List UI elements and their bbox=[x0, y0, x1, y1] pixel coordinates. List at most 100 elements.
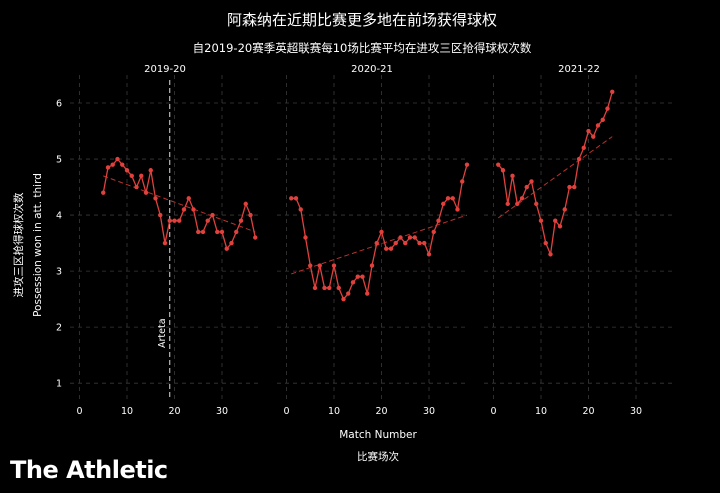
y-tick-label: 5 bbox=[56, 155, 62, 166]
data-point bbox=[417, 240, 422, 246]
data-point bbox=[331, 263, 337, 268]
data-point bbox=[365, 291, 370, 296]
data-point bbox=[445, 196, 451, 201]
y-tick-label: 4 bbox=[56, 211, 62, 222]
x-tick-label: 20 bbox=[375, 406, 387, 417]
data-point bbox=[181, 207, 187, 212]
data-point bbox=[412, 235, 417, 240]
data-point bbox=[591, 134, 596, 139]
data-point bbox=[403, 240, 408, 246]
y-tick-label: 6 bbox=[56, 99, 62, 110]
data-point bbox=[322, 285, 327, 291]
data-point bbox=[172, 218, 177, 223]
data-point bbox=[124, 168, 130, 173]
data-point bbox=[610, 89, 615, 95]
panel-2021-22: 0 10 20 30 2021-22 bbox=[484, 64, 674, 417]
data-point bbox=[519, 196, 525, 201]
data-point bbox=[538, 218, 544, 223]
data-point bbox=[572, 184, 577, 190]
data-point bbox=[534, 201, 539, 207]
x-tick-label: 0 bbox=[283, 406, 289, 417]
data-point bbox=[360, 274, 365, 279]
data-point bbox=[379, 229, 384, 235]
chart-title: 阿森纳在近期比赛更多地在前场获得球权 bbox=[227, 11, 497, 29]
data-point bbox=[562, 207, 567, 212]
x-tick-label: 30 bbox=[423, 406, 435, 417]
data-point bbox=[496, 162, 501, 167]
data-point bbox=[196, 229, 201, 235]
data-point bbox=[464, 162, 470, 167]
data-point bbox=[346, 291, 351, 296]
y-axis-label: Possession won in att. third bbox=[32, 173, 44, 317]
data-point bbox=[426, 252, 432, 257]
data-point bbox=[350, 280, 356, 285]
data-point bbox=[553, 218, 558, 223]
trend-line bbox=[103, 175, 256, 233]
x-tick-label: 10 bbox=[535, 406, 547, 417]
data-point bbox=[422, 240, 427, 246]
panel-title: 2019-20 bbox=[144, 64, 186, 75]
data-point bbox=[398, 235, 403, 240]
data-point bbox=[327, 285, 332, 291]
annotation-label: Arteta bbox=[157, 318, 168, 348]
data-point bbox=[129, 173, 134, 179]
x-tick-label: 10 bbox=[328, 406, 340, 417]
data-point bbox=[177, 218, 182, 223]
data-point bbox=[455, 207, 460, 212]
y-tick-label: 2 bbox=[56, 323, 62, 334]
data-point bbox=[510, 173, 515, 179]
series-line bbox=[291, 164, 468, 301]
x-tick-label: 0 bbox=[490, 406, 496, 417]
data-point bbox=[191, 207, 196, 212]
data-point bbox=[312, 285, 318, 291]
panels: 1 2 3 4 5 6 0 10 20 30 2019-20 Arteta 0 10 20 30 2020-21… bbox=[56, 64, 674, 417]
panel-title: 2021-22 bbox=[558, 64, 600, 75]
data-point bbox=[101, 190, 106, 195]
data-point bbox=[253, 235, 258, 240]
data-point bbox=[303, 235, 308, 240]
x-tick-label: 30 bbox=[216, 406, 228, 417]
x-tick-label: 10 bbox=[121, 406, 133, 417]
x-tick-label: 20 bbox=[582, 406, 594, 417]
data-point bbox=[355, 274, 360, 279]
data-point bbox=[336, 285, 341, 291]
the-athletic-logo: The Athletic bbox=[10, 456, 168, 484]
data-point bbox=[229, 240, 234, 246]
data-point bbox=[436, 218, 441, 223]
data-point bbox=[605, 106, 610, 111]
data-point bbox=[139, 173, 144, 179]
data-point bbox=[388, 246, 394, 251]
data-point bbox=[441, 201, 446, 207]
data-point bbox=[110, 162, 115, 167]
data-point bbox=[341, 296, 346, 302]
data-point bbox=[407, 235, 413, 240]
data-point bbox=[460, 179, 465, 184]
data-point bbox=[143, 190, 149, 195]
x-tick-label: 0 bbox=[76, 406, 82, 417]
data-point bbox=[384, 246, 389, 251]
data-point bbox=[431, 229, 436, 235]
series-line bbox=[497, 91, 613, 257]
panel-title: 2020-21 bbox=[351, 64, 393, 75]
data-point bbox=[148, 168, 153, 173]
data-point bbox=[450, 196, 455, 201]
data-point bbox=[557, 224, 563, 229]
data-point bbox=[500, 168, 506, 173]
data-point bbox=[581, 145, 586, 151]
data-point bbox=[120, 162, 125, 167]
data-point bbox=[162, 240, 168, 246]
data-point bbox=[205, 218, 210, 223]
data-point bbox=[369, 263, 375, 268]
data-point bbox=[576, 156, 582, 162]
data-point bbox=[317, 263, 322, 268]
x-tick-label: 20 bbox=[168, 406, 180, 417]
trend-line bbox=[291, 214, 468, 275]
data-point bbox=[158, 212, 163, 218]
x-tick-label: 30 bbox=[630, 406, 642, 417]
data-point bbox=[595, 123, 601, 128]
data-point bbox=[248, 212, 253, 218]
x-axis-label-cn: 比赛场次 bbox=[357, 450, 399, 463]
data-point bbox=[219, 229, 225, 235]
data-point bbox=[515, 201, 520, 207]
